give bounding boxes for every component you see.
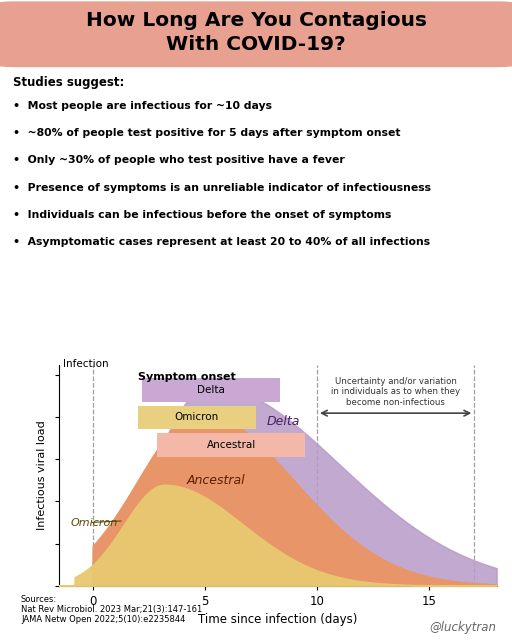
- Text: Sources:
Nat Rev Microbiol. 2023 Mar;21(3):147-161
JAMA Netw Open 2022;5(10):e22: Sources: Nat Rev Microbiol. 2023 Mar;21(…: [21, 595, 202, 625]
- Text: How Long Are You Contagious
With COVID-19?: How Long Are You Contagious With COVID-1…: [86, 11, 426, 54]
- Text: Studies suggest:: Studies suggest:: [13, 76, 124, 89]
- Text: •  Presence of symptoms is an unreliable indicator of infectiousness: • Presence of symptoms is an unreliable …: [13, 183, 431, 193]
- Text: Delta: Delta: [267, 415, 300, 428]
- Text: @luckytran: @luckytran: [430, 621, 497, 634]
- FancyBboxPatch shape: [157, 433, 305, 456]
- X-axis label: Time since infection (days): Time since infection (days): [198, 613, 357, 626]
- FancyBboxPatch shape: [138, 406, 256, 429]
- Text: Ancestral: Ancestral: [207, 440, 256, 450]
- Text: •  Individuals can be infectious before the onset of symptoms: • Individuals can be infectious before t…: [13, 210, 391, 220]
- FancyBboxPatch shape: [0, 1, 512, 67]
- Text: Delta: Delta: [197, 385, 224, 395]
- Text: Symptom onset: Symptom onset: [138, 372, 236, 382]
- Text: •  Most people are infectious for ~10 days: • Most people are infectious for ~10 day…: [13, 100, 272, 111]
- Text: Omicron: Omicron: [70, 518, 117, 527]
- Text: Omicron: Omicron: [175, 412, 219, 422]
- Text: •  ~80% of people test positive for 5 days after symptom onset: • ~80% of people test positive for 5 day…: [13, 128, 400, 138]
- Text: Uncertainty and/or variation
in individuals as to when they
become non-infectiou: Uncertainty and/or variation in individu…: [331, 377, 460, 407]
- Text: •  Asymptomatic cases represent at least 20 to 40% of all infections: • Asymptomatic cases represent at least …: [13, 237, 430, 248]
- Y-axis label: Infectious viral load: Infectious viral load: [37, 420, 47, 530]
- Text: Ancestral: Ancestral: [187, 474, 245, 487]
- Text: Infection: Infection: [63, 359, 109, 369]
- Text: •  Only ~30% of people who test positive have a fever: • Only ~30% of people who test positive …: [13, 156, 345, 165]
- FancyBboxPatch shape: [142, 378, 280, 402]
